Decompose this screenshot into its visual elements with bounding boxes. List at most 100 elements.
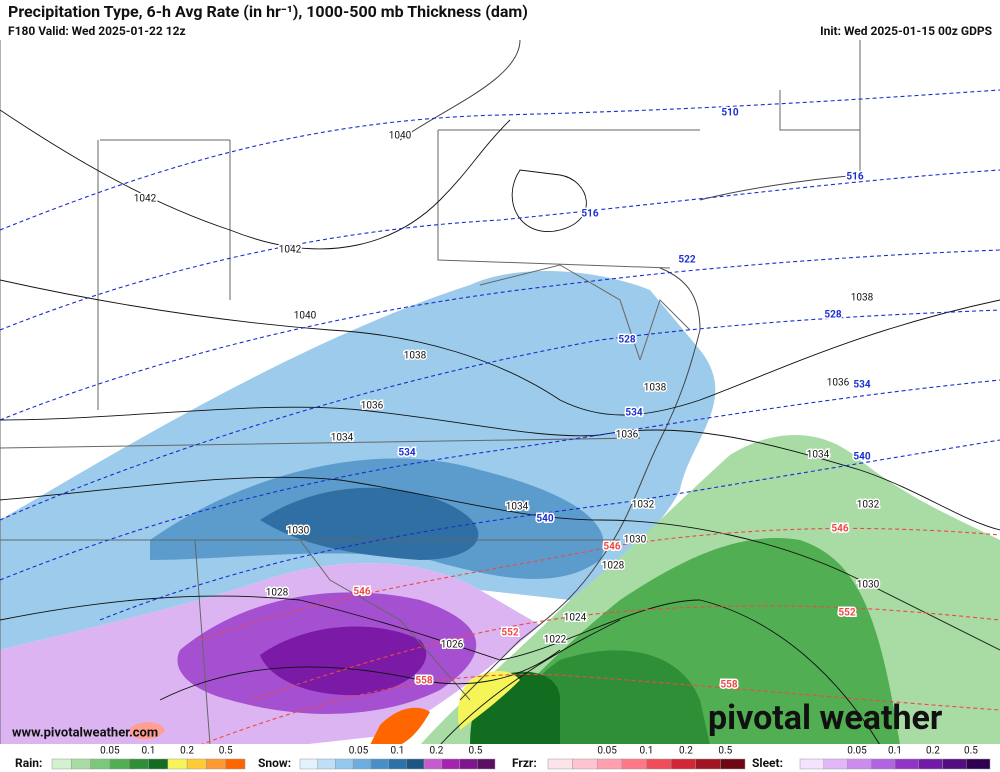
legend-swatch — [459, 758, 478, 770]
legend-tick: 0.05 — [597, 746, 617, 757]
legend-tick: 0.1 — [888, 746, 902, 757]
legend-swatch — [477, 758, 496, 770]
isobar-label: 1036 — [616, 430, 639, 441]
legend-tick: 0.2 — [180, 746, 194, 757]
thickness-label: 540 — [853, 452, 870, 463]
legend-swatch — [441, 758, 460, 770]
thickness-label: 552 — [501, 628, 518, 639]
thickness-label: 540 — [536, 514, 553, 525]
header-bg — [0, 0, 1000, 40]
thickness-lines — [0, 89, 1000, 746]
isobar-label: 1024 — [564, 613, 587, 624]
isobar-label: 1030 — [287, 526, 310, 537]
legend-swatch — [423, 758, 443, 770]
legend-tick: 0.05 — [349, 746, 369, 757]
isobar-label: 1034 — [506, 502, 529, 513]
thickness-label: 528 — [618, 335, 635, 346]
legend-swatch — [406, 758, 425, 770]
precip — [0, 271, 1000, 745]
legend-swatch — [942, 758, 967, 770]
legend-swatch — [966, 758, 991, 770]
thickness-label: 546 — [831, 524, 848, 535]
legend-tick: 0.5 — [964, 746, 978, 757]
thickness-label: 522 — [678, 255, 695, 266]
legend-swatch — [186, 758, 207, 770]
legend-tick: 0.05 — [100, 746, 120, 757]
legend-tick: 0.05 — [847, 746, 867, 757]
legend-name: Rain: — [15, 756, 42, 770]
contour-labels: 1040 1042 1042 1040 1038 1036 1034 1034 1030 1028… — [132, 106, 881, 692]
legend-swatch — [547, 758, 573, 770]
legend-swatch — [352, 758, 372, 770]
legend-tick: 0.5 — [219, 746, 233, 757]
init-time: Init: Wed 2025-01-15 00z GDPS — [820, 24, 992, 38]
isobar-label: 1032 — [632, 500, 655, 511]
legend-swatch — [823, 758, 848, 770]
legend-swatch — [51, 758, 72, 770]
isobar-label: 1028 — [266, 588, 289, 599]
legend-name: Sleet: — [752, 756, 783, 770]
legend: Rain: 0.05 0.1 0.2 0.5 Snow: 0.05 0.1 0.2 0.5 Frzr… — [15, 746, 991, 770]
legend-swatch — [621, 758, 647, 770]
isobar-label: 1042 — [134, 194, 157, 205]
isobar-label: 1040 — [389, 131, 412, 142]
legend-name: Frzr: — [512, 756, 537, 770]
legend-tick: 0.1 — [142, 746, 156, 757]
thickness-label: 552 — [838, 608, 855, 619]
isobar-label: 1038 — [644, 383, 667, 394]
legend-swatch — [335, 758, 354, 770]
isobar-label: 1040 — [294, 311, 317, 322]
legend-swatch — [206, 758, 226, 770]
legend-tick: 0.1 — [391, 746, 405, 757]
legend-tick: 0.5 — [469, 746, 483, 757]
legend-swatch — [299, 758, 318, 770]
thickness-label: 558 — [415, 676, 432, 687]
legend-swatch — [370, 758, 389, 770]
legend-swatch — [572, 758, 598, 770]
legend-swatch — [720, 758, 746, 770]
legend-swatch — [646, 758, 672, 770]
valid-time: F180 Valid: Wed 2025-01-22 12z — [8, 24, 186, 38]
thickness-label: 534 — [625, 408, 642, 419]
legend-swatch — [695, 758, 721, 770]
thickness-label: 558 — [720, 680, 737, 691]
isobar-label: 1034 — [807, 450, 830, 461]
legend-tick: 0.2 — [926, 746, 940, 757]
isobar-label: 1042 — [279, 245, 302, 256]
legend-swatch — [597, 758, 623, 770]
thickness-label: 516 — [581, 209, 598, 220]
legend-swatch — [799, 758, 824, 770]
isobar-label: 1022 — [544, 635, 567, 646]
legend-tick: 0.2 — [679, 746, 693, 757]
logo: pivotal weather — [708, 698, 943, 738]
thickness-label: 534 — [398, 448, 415, 459]
legend-swatch — [670, 758, 696, 770]
isobar-label: 1030 — [857, 580, 880, 591]
legend-swatch — [109, 758, 130, 770]
legend-swatch — [225, 758, 246, 770]
legend-tick: 0.1 — [640, 746, 654, 757]
legend-swatch — [167, 758, 188, 770]
legend-swatch — [894, 758, 919, 770]
legend-swatch — [918, 758, 943, 770]
thickness-label: 546 — [603, 542, 620, 553]
legend-swatch — [148, 758, 169, 770]
legend-swatch — [317, 758, 336, 770]
isobar-label: 1038 — [404, 351, 427, 362]
title: Precipitation Type, 6-h Avg Rate (in hr⁻… — [8, 2, 528, 21]
legend-tick: 0.5 — [718, 746, 732, 757]
legend-swatch — [71, 758, 91, 770]
legend-swatch — [388, 758, 407, 770]
legend-swatch — [847, 758, 872, 770]
thickness-label: 546 — [353, 587, 370, 598]
legend-tick: 0.2 — [430, 746, 444, 757]
isobar-label: 1036 — [827, 378, 850, 389]
isobar-label: 1028 — [602, 561, 625, 572]
thickness-label: 534 — [853, 380, 870, 391]
isobar-label: 1032 — [857, 500, 880, 511]
isobar-lines — [0, 109, 1000, 746]
thickness-label: 510 — [721, 108, 738, 119]
legend-name: Snow: — [258, 756, 291, 770]
